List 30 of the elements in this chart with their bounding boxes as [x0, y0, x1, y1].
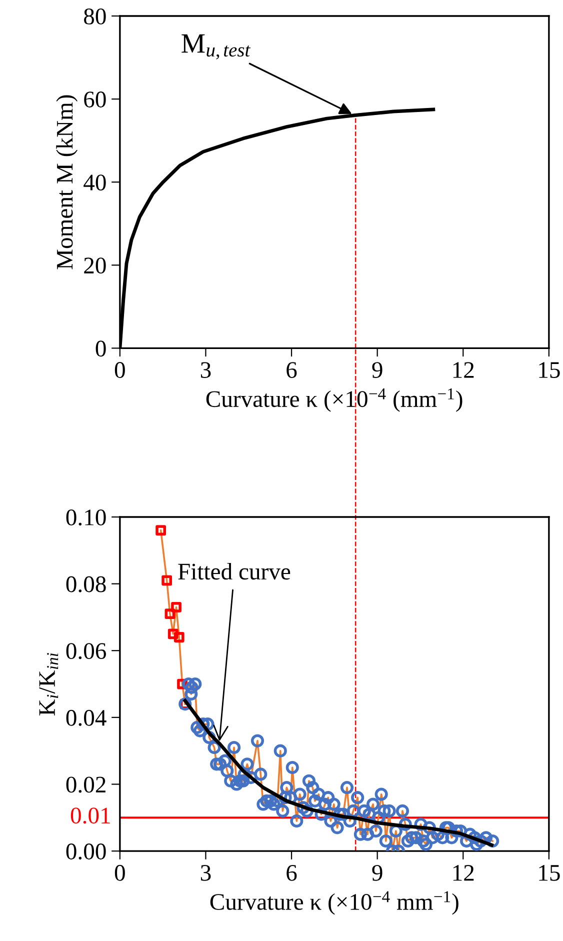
x-tick-label: 3	[200, 362, 211, 378]
y-axis-title: K$_{i}$/K$_{ini}$	[39, 653, 58, 716]
x-tick-label: 3	[200, 864, 211, 881]
x-tick-label: 0	[114, 362, 125, 378]
y-tick-label: 0.10	[66, 509, 106, 526]
y-tick-label: 40	[84, 174, 106, 191]
y-tick-label: 80	[84, 8, 106, 24]
y-tick-label: 20	[84, 258, 106, 274]
x-tick-label: 6	[286, 362, 297, 378]
y-tick-label: 0.04	[66, 710, 106, 726]
y-tick-label: 60	[84, 92, 106, 108]
x-tick-label: 15	[539, 362, 560, 378]
x-axis-title: Curvature κ (×10$^{−4}$ mm$^{−1}$)	[210, 891, 458, 915]
y-axis-title: Moment M (kNm)	[56, 95, 78, 270]
y-tick-label: 0.06	[66, 643, 106, 660]
y-tick-label: 0	[96, 340, 106, 357]
annotation: Fitted curve	[178, 563, 290, 580]
y-tick-label: 0.02	[66, 776, 106, 793]
x-tick-label: 6	[286, 864, 297, 881]
x-tick-label: 15	[539, 865, 560, 881]
annotation: M$_{u,test}$	[182, 34, 251, 60]
y-tick-label: 0.00	[66, 844, 106, 860]
x-tick-label: 12	[453, 362, 474, 378]
x-tick-label: 9	[372, 362, 382, 378]
y-tick-label: 0.08	[66, 576, 106, 592]
x-tick-label: 9	[372, 864, 382, 881]
x-tick-label: 12	[453, 864, 474, 881]
x-axis-title: Curvature κ (×10$^{−4}$ (mm$^{−1}$)	[206, 388, 462, 412]
x-tick-label: 0	[114, 864, 125, 881]
ref-line-label: 0.01	[70, 808, 110, 824]
